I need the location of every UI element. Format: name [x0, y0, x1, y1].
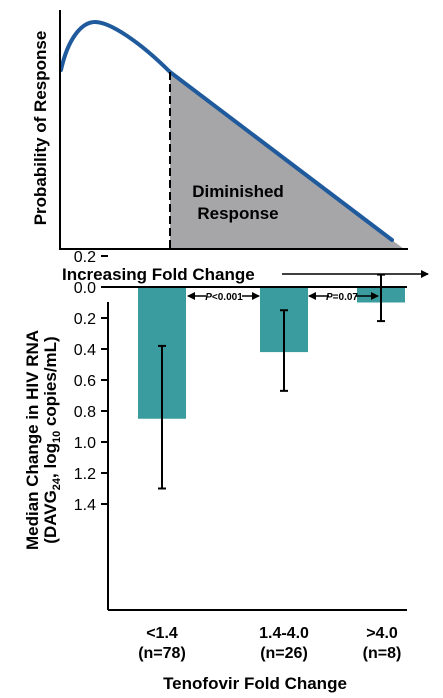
- error-bar-2: [280, 309, 288, 392]
- annotation-line-2: Response: [197, 204, 278, 223]
- bottom-x-axis-label: Tenofovir Fold Change: [163, 674, 347, 693]
- bars-layer: [138, 287, 405, 419]
- top-x-axis-label: Increasing Fold Change: [62, 265, 255, 284]
- error-bars-layer: [158, 273, 385, 490]
- comparison-2: P=0.07: [308, 292, 379, 303]
- error-bar-1: [158, 344, 166, 490]
- category-label-1: <1.4: [146, 625, 178, 642]
- bottom-y-axis-label-line-1: Median Change in HIV RNA: [23, 330, 42, 550]
- category-label-2: 1.4-4.0: [259, 625, 309, 642]
- y-tick-label-1: 0.2: [74, 249, 96, 266]
- comparison-2-label: P=0.07: [326, 292, 358, 303]
- y-tick-label-2: 0.0: [74, 280, 96, 297]
- category-n-1: (n=78): [138, 645, 186, 662]
- error-bar-3: [377, 273, 385, 323]
- comparison-1: P<0.001: [187, 292, 260, 303]
- diminished-response-area: [170, 72, 404, 249]
- y-tick-label-3: 0.2: [74, 311, 96, 328]
- y-tick-label-6: 0.8: [74, 404, 96, 421]
- y-tick-label-7: 1.0: [74, 435, 96, 452]
- y-tick-label-8: 1.2: [74, 466, 96, 483]
- y-tick-label-5: 0.6: [74, 373, 96, 390]
- response-curve: [59, 19, 394, 242]
- fold-change-bar-chart: 0.2 0.0 0.2 0.4 0.6 0.8 1.0 1.2 1.4 P<0.001 P=0.…: [23, 249, 407, 693]
- comparison-1-label: P<0.001: [205, 292, 243, 303]
- annotation-line-1: Diminished: [192, 182, 284, 201]
- bottom-y-axis-label-line-2: (DAVG24, log10 copies/mL): [41, 336, 63, 543]
- y-tick-label-4: 0.4: [74, 342, 96, 359]
- category-n-3: (n=8): [363, 645, 402, 662]
- category-n-2: (n=26): [260, 645, 308, 662]
- y-ticks-layer: 0.2 0.0 0.2 0.4 0.6 0.8 1.0 1.2 1.4: [74, 249, 108, 514]
- y-tick-label-9: 1.4: [74, 497, 96, 514]
- top-y-axis-label: Probability of Response: [31, 31, 50, 226]
- response-curve-chart: Diminished Response Probability of Respo…: [31, 10, 429, 284]
- category-label-3: >4.0: [366, 625, 398, 642]
